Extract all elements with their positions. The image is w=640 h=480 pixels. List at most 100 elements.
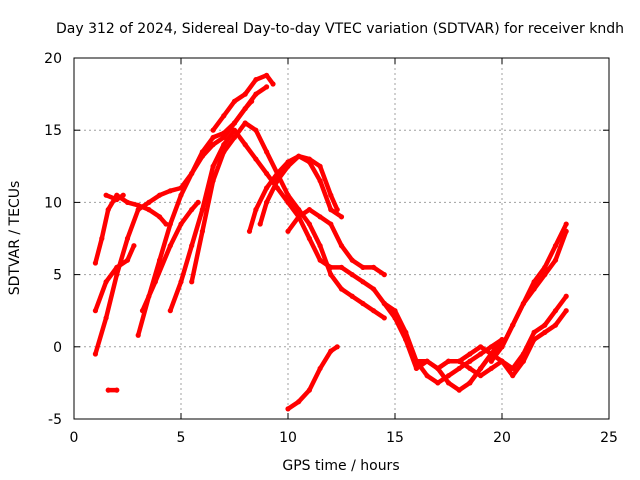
data-point [253,127,259,133]
data-point [152,279,158,285]
data-point [306,235,312,242]
data-point [135,207,141,213]
data-point [306,159,312,165]
series-track-20 [489,221,569,364]
data-point [163,221,169,227]
data-point [221,130,227,136]
data-point [264,72,270,78]
data-point [257,221,263,227]
data-point [178,279,184,285]
data-point [157,192,163,198]
y-tick-label: 20 [44,51,62,67]
data-point [542,322,548,328]
x-tick-label: 20 [493,430,511,446]
data-point [178,221,184,227]
data-point [445,358,452,364]
data-point [99,235,105,242]
data-point [563,293,569,299]
data-point [478,365,484,372]
data-point [456,365,462,372]
data-point [317,214,323,220]
data-point [253,77,259,83]
data-point [371,286,377,292]
data-point [306,221,312,227]
data-point [552,322,559,328]
data-point [552,308,559,314]
x-tick-label: 25 [600,430,618,446]
data-point [210,163,216,169]
data-point [296,207,302,213]
data-point [349,257,355,263]
x-axis-label: GPS time / hours [282,458,399,474]
data-point [157,257,163,263]
data-point [189,279,195,285]
data-point [499,344,505,350]
data-point [242,142,248,148]
data-point [317,365,323,372]
data-point [264,84,270,90]
y-tick-label: -5 [48,412,62,428]
data-point [249,98,255,104]
data-point [105,207,111,213]
data-point [445,380,452,386]
data-point [338,214,345,220]
data-point [510,322,516,328]
data-point [264,170,270,177]
series-track-14 [285,344,340,412]
data-point [264,185,270,191]
data-point [413,365,419,372]
data-point [392,315,398,321]
data-point [199,149,205,155]
data-point [520,300,527,307]
data-point [210,178,216,184]
data-point [146,199,152,205]
data-point [563,308,569,314]
data-point [371,264,377,270]
data-point [306,207,312,213]
data-point [467,365,473,372]
data-point [542,329,548,335]
data-point [253,91,259,97]
data-point [531,336,537,343]
data-point [120,192,126,198]
series-track-6 [135,99,254,338]
data-point [520,358,527,364]
data-point [189,170,195,177]
data-point [242,91,248,97]
y-axis-label: SDTVAR / TECUs [7,181,23,296]
data-point [246,228,253,234]
data-point [392,308,398,314]
data-point [338,286,345,292]
data-point [424,373,430,379]
data-point [478,373,484,379]
data-point [435,380,441,386]
data-point [467,380,473,386]
data-point [92,308,98,314]
data-point [285,228,291,234]
data-point [563,221,569,227]
series-track-16 [392,315,505,393]
data-point [456,358,462,364]
data-point [167,308,173,314]
data-point [488,358,494,364]
data-point [199,207,205,213]
data-point [231,98,238,104]
data-point [360,264,366,270]
y-tick-label: 15 [44,123,62,139]
data-point [317,163,323,169]
data-point [195,199,201,205]
data-point [488,365,494,372]
data-point [242,120,248,126]
data-point [221,134,227,141]
data-point [338,264,345,270]
data-point [199,228,205,234]
data-point [270,81,276,87]
plot-frame [73,57,610,420]
data-point [167,243,173,249]
data-point [334,344,340,350]
series-track-13 [285,207,387,277]
data-point [510,373,516,379]
x-tick-label: 15 [386,430,404,446]
chart-title: Day 312 of 2024, Sidereal Day-to-day VTE… [56,21,624,37]
data-point [381,315,387,321]
